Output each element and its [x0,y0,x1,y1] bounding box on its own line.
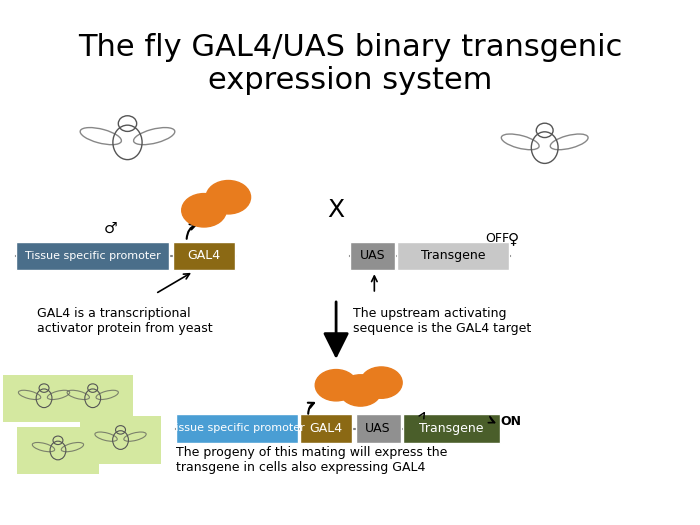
Text: Transgene: Transgene [421,249,485,262]
FancyBboxPatch shape [356,414,401,443]
FancyBboxPatch shape [176,414,298,443]
Circle shape [315,370,357,401]
Text: ON: ON [500,415,522,428]
Text: X: X [328,198,344,222]
Text: The upstream activating
sequence is the GAL4 target: The upstream activating sequence is the … [354,307,532,335]
FancyBboxPatch shape [398,242,508,270]
Text: The fly GAL4/UAS binary transgenic
expression system: The fly GAL4/UAS binary transgenic expre… [78,33,622,96]
Text: OFF: OFF [486,233,510,246]
Circle shape [206,181,251,214]
Text: Transgene: Transgene [419,422,484,435]
FancyBboxPatch shape [350,242,395,270]
Text: GAL4 is a transcriptional
activator protein from yeast: GAL4 is a transcriptional activator prot… [37,307,213,335]
FancyBboxPatch shape [300,414,352,443]
FancyArrowPatch shape [325,302,347,356]
Text: UAS: UAS [360,249,386,262]
FancyBboxPatch shape [16,242,169,270]
FancyBboxPatch shape [173,242,235,270]
Circle shape [360,367,402,398]
FancyBboxPatch shape [52,374,134,422]
Text: GAL4: GAL4 [309,422,342,435]
Text: ♂: ♂ [104,221,117,236]
Text: ♀: ♀ [508,232,519,247]
Text: UAS: UAS [365,422,391,435]
FancyBboxPatch shape [80,416,161,464]
Text: The progeny of this mating will express the
transgene in cells also expressing G: The progeny of this mating will express … [176,446,447,474]
FancyBboxPatch shape [18,427,99,474]
FancyBboxPatch shape [4,374,85,422]
Circle shape [182,194,226,227]
Text: Tissue specific promoter: Tissue specific promoter [169,423,305,433]
Text: Tissue specific promoter: Tissue specific promoter [25,251,160,261]
Circle shape [340,375,382,406]
Text: GAL4: GAL4 [188,249,220,262]
FancyBboxPatch shape [402,414,500,443]
